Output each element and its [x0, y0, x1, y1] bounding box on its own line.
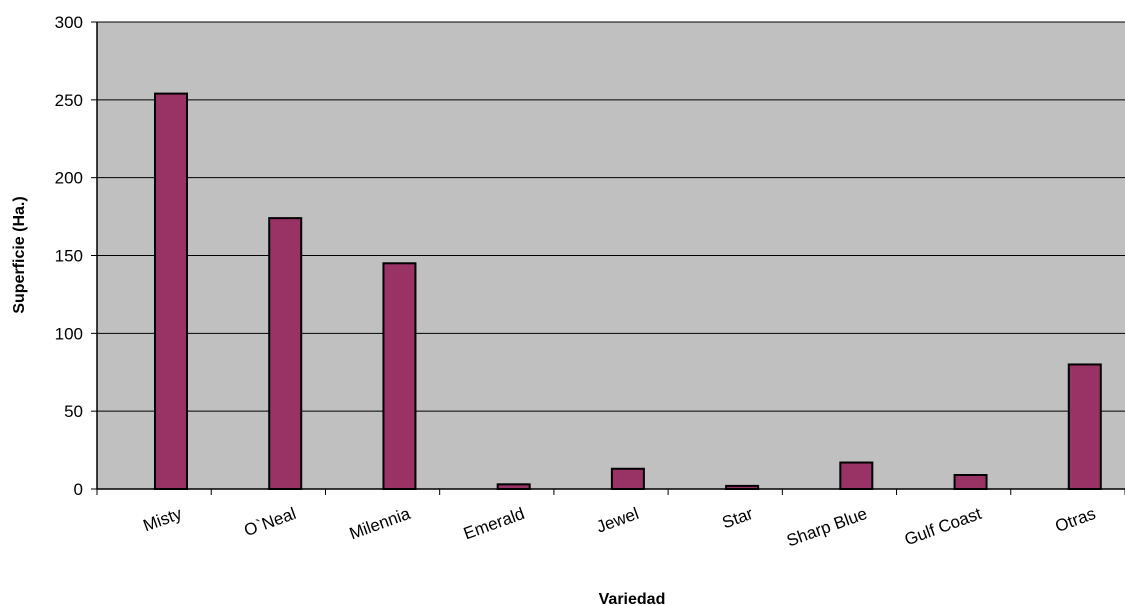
y-tick-label: 100 — [55, 324, 83, 343]
y-tick-label: 150 — [55, 247, 83, 266]
x-tick-label: Sharp Blue — [784, 504, 870, 551]
bar-milennia — [382, 262, 417, 490]
y-tick-label: 0 — [74, 480, 83, 499]
x-tick-label: Jewel — [594, 504, 641, 537]
bars — [154, 92, 1102, 491]
x-tick-label: Star — [720, 504, 756, 533]
x-tick-label: O`Neal — [241, 504, 298, 540]
x-axis-title: Variedad — [599, 591, 666, 605]
y-tick-labels: 0 50 100 150 200 250 300 — [55, 13, 83, 499]
x-tick-label: Emerald — [461, 504, 527, 544]
x-tick-labels: Misty O`Neal Milennia Emerald Jewel Star Sharp… — [141, 504, 1099, 551]
bar-otras — [1067, 363, 1102, 491]
x-tick-label: Misty — [141, 504, 185, 536]
y-tick-label: 200 — [55, 169, 83, 188]
y-tick-label: 50 — [64, 402, 83, 421]
y-tick-label: 250 — [55, 91, 83, 110]
bar-sharp-blue — [839, 461, 874, 490]
x-tick-label: Gulf Coast — [902, 504, 984, 549]
bar-o-neal — [268, 217, 303, 490]
x-tick-label: Milennia — [347, 504, 414, 544]
bar-jewel — [610, 467, 645, 491]
bar-gulf-coast — [953, 473, 988, 490]
y-tick-label: 300 — [55, 13, 83, 32]
x-tick-label: Otras — [1053, 504, 1099, 536]
axes — [91, 21, 1125, 495]
bar-misty — [154, 92, 188, 491]
y-axis-title: Superficie (Ha.) — [11, 196, 28, 313]
